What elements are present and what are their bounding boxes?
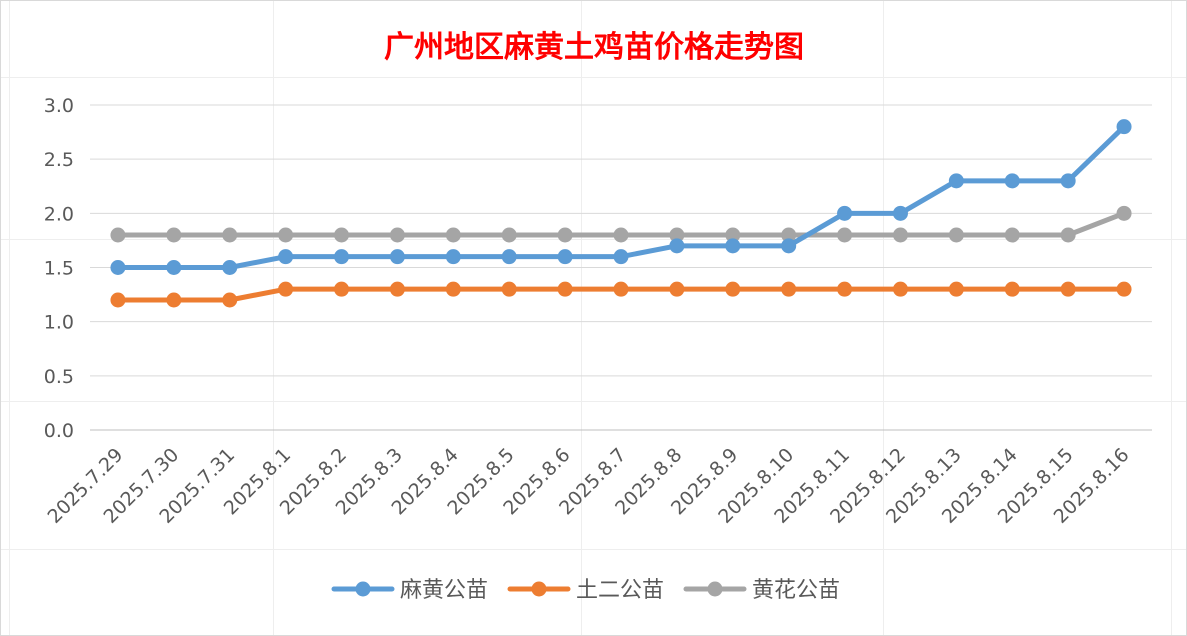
legend-swatch-marker [707, 581, 723, 597]
data-point [781, 238, 797, 254]
y-tick-label: 2.0 [44, 203, 74, 225]
data-point [837, 227, 853, 243]
data-point [222, 292, 238, 308]
data-point [166, 292, 182, 308]
data-point [781, 281, 797, 297]
data-point [837, 205, 853, 221]
legend-label: 麻黄公苗 [400, 578, 488, 603]
data-point [278, 227, 294, 243]
legend-label: 土二公苗 [576, 578, 664, 603]
data-point [1116, 205, 1132, 221]
data-point [725, 227, 741, 243]
gridlines [90, 104, 1152, 431]
legend-item: 土二公苗 [507, 578, 664, 603]
background-gridline [581, 1, 582, 635]
data-point [110, 292, 126, 308]
data-point [1116, 119, 1132, 135]
data-point [389, 227, 405, 243]
data-point [669, 238, 685, 254]
data-point [613, 281, 629, 297]
legend: 麻黄公苗 土二公苗 黄花公苗 [331, 578, 840, 603]
legend-item: 麻黄公苗 [331, 578, 488, 603]
data-point [445, 249, 461, 265]
background-gridline [1, 77, 1186, 78]
data-point [1004, 227, 1020, 243]
chart-title: 广州地区麻黄土鸡苗价格走势图 [384, 30, 804, 65]
data-point [669, 227, 685, 243]
background-gridline [1, 549, 1186, 550]
data-point [892, 227, 908, 243]
x-axis-ticks: 2025.7.292025.7.302025.7.312025.8.12025.… [44, 444, 1134, 528]
data-point [501, 281, 517, 297]
legend-label: 黄花公苗 [752, 578, 840, 603]
y-tick-label: 0.5 [44, 366, 74, 388]
data-point [948, 281, 964, 297]
series-lines [110, 119, 1132, 308]
data-point [278, 281, 294, 297]
data-point [110, 260, 126, 275]
data-point [334, 281, 350, 297]
data-point [501, 249, 517, 265]
y-axis-ticks: 0.0 0.5 1.0 1.5 2.0 2.5 3.0 [44, 95, 74, 442]
data-point [389, 249, 405, 265]
data-point [166, 227, 182, 243]
data-point [389, 281, 405, 297]
data-point [334, 249, 350, 265]
data-point [1004, 281, 1020, 297]
legend-item: 黄花公苗 [683, 578, 840, 603]
data-point [557, 227, 573, 243]
background-gridline [9, 1, 10, 635]
data-point [445, 281, 461, 297]
data-point [501, 227, 517, 243]
data-point [613, 227, 629, 243]
background-gridline [273, 1, 274, 635]
data-point [110, 227, 126, 243]
data-point [557, 249, 573, 265]
data-point [948, 227, 964, 243]
data-point [1060, 173, 1076, 189]
series-3 [110, 205, 1132, 243]
data-point [1004, 173, 1020, 189]
background-gridline [1, 239, 1186, 240]
data-point [948, 173, 964, 189]
y-tick-label: 2.5 [44, 149, 74, 171]
legend-swatch-marker [531, 581, 547, 597]
y-tick-label: 1.0 [44, 312, 74, 334]
data-point [557, 281, 573, 297]
data-point [781, 227, 797, 243]
y-tick-label: 0.0 [44, 420, 74, 442]
series-2 [110, 281, 1132, 308]
data-point [837, 281, 853, 297]
y-tick-label: 1.5 [44, 258, 74, 280]
data-point [669, 281, 685, 297]
data-point [334, 227, 350, 243]
series-line [115, 124, 1127, 270]
series-1 [110, 119, 1132, 275]
data-point [1060, 281, 1076, 297]
legend-swatch-marker [355, 581, 371, 597]
data-point [892, 281, 908, 297]
data-point [1116, 281, 1132, 297]
data-point [613, 249, 629, 265]
data-point [725, 281, 741, 297]
data-point [222, 260, 238, 275]
data-point [166, 260, 182, 275]
data-point [1060, 227, 1076, 243]
data-point [892, 205, 908, 221]
background-gridline [1171, 1, 1172, 635]
y-tick-label: 3.0 [44, 95, 74, 117]
data-point [278, 249, 294, 265]
data-point [222, 227, 238, 243]
data-point [725, 238, 741, 254]
background-gridline [1, 401, 1186, 402]
background-gridline [883, 1, 884, 635]
data-point [445, 227, 461, 243]
